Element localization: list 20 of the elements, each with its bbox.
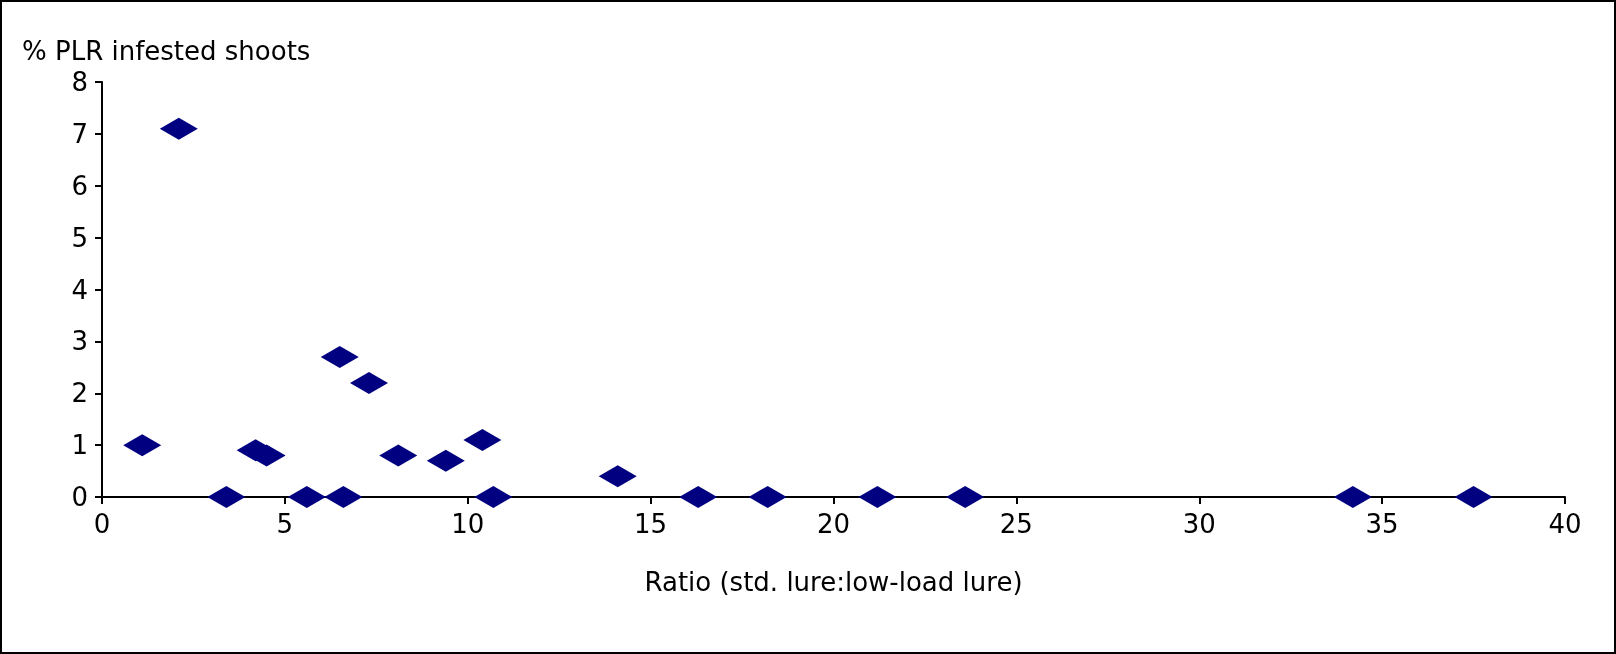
y-tick-label: 8 — [71, 67, 88, 97]
y-tick-label: 3 — [71, 326, 88, 357]
x-tick-label: 20 — [816, 509, 851, 539]
x-tick-label: 30 — [1182, 509, 1216, 539]
y-tick-label: 7 — [71, 118, 88, 149]
y-tick-label: 5 — [71, 222, 88, 253]
x-tick-label: 10 — [451, 509, 485, 539]
y-tick-label: 4 — [71, 274, 88, 305]
x-tick-label: 15 — [634, 509, 668, 539]
x-tick-label: 40 — [1548, 509, 1582, 539]
y-axis-title: % PLR infested shoots — [22, 36, 311, 66]
x-tick-label: 5 — [276, 509, 294, 539]
x-tick-label: 25 — [999, 509, 1033, 539]
y-tick-label: 1 — [71, 430, 88, 461]
x-tick-label: 35 — [1365, 509, 1399, 539]
y-tick-label: 2 — [71, 378, 88, 409]
y-tick-label: 0 — [71, 482, 88, 512]
x-tick-label: 0 — [93, 509, 111, 539]
y-tick-label: 6 — [71, 170, 88, 201]
x-axis-title: Ratio (std. lure:low-load lure) — [644, 567, 1023, 597]
